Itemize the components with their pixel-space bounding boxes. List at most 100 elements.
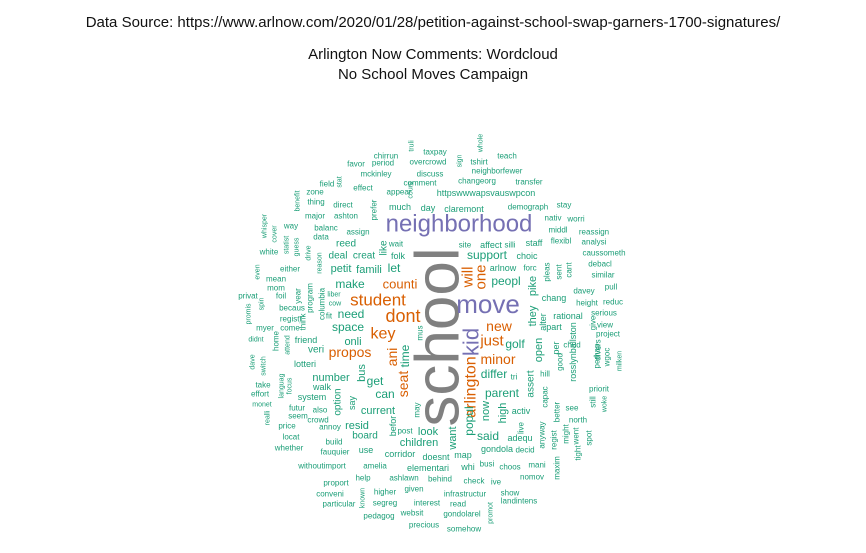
word-bus: bus (356, 364, 368, 382)
word-tshirt: tshirt (470, 158, 488, 167)
word-effect: effect (353, 184, 373, 193)
word-segreg: segreg (373, 499, 397, 508)
word-propos: propos (329, 344, 372, 360)
word-major: major (305, 212, 325, 221)
word-data: data (313, 233, 329, 242)
word-wait: wait (388, 240, 404, 249)
word-see: see (566, 404, 579, 413)
word-help: help (355, 474, 371, 483)
word-rosslynballston: rosslynballston (568, 322, 578, 382)
word-period: period (372, 159, 394, 168)
word-doesnt: doesnt (422, 452, 450, 462)
word-overcrowd: overcrowd (410, 158, 447, 167)
word-maxim: maxim (553, 456, 562, 480)
word-dont: dont (385, 306, 420, 326)
word-parent: parent (485, 386, 520, 400)
word-popul: popul (462, 406, 476, 435)
word-move: move (456, 289, 520, 319)
word-reduc: reduc (603, 298, 623, 307)
word-field: field (320, 180, 335, 189)
data-source-caption: Data Source: https://www.arlnow.com/2020… (85, 14, 781, 31)
word-time: time (398, 344, 412, 367)
word-use: use (359, 445, 374, 455)
word-they: they (527, 305, 539, 326)
word-higher: higher (374, 488, 397, 497)
word-becaus: becaus (279, 304, 305, 313)
word-ani: ani (384, 348, 400, 367)
word-favor: favor (347, 160, 365, 169)
word-dave: dave (250, 354, 257, 369)
word-nativ: nativ (545, 214, 562, 223)
word-locat: locat (283, 433, 301, 442)
word-nomov: nomov (520, 473, 544, 482)
word-walk: walk (312, 382, 332, 392)
word-new: new (486, 318, 513, 334)
word-futur: futur (289, 404, 305, 413)
word-counti: counti (383, 277, 418, 292)
word-silli: silli (504, 241, 515, 250)
word-gondola: gondola (481, 444, 513, 454)
word-corridor: corridor (385, 449, 416, 459)
word-project: project (596, 330, 621, 339)
word-creat: creat (353, 251, 375, 262)
word-check: check (464, 477, 486, 486)
word-somehow: somehow (447, 525, 481, 534)
word-decid: decid (515, 446, 534, 455)
word-build: build (326, 438, 343, 447)
word-perhap: perhap (593, 343, 602, 368)
word-also: also (313, 406, 328, 415)
word-post: post (397, 427, 413, 436)
word-known: known (360, 488, 367, 508)
word-tri: tri (511, 373, 518, 382)
word-part: part (546, 322, 562, 332)
word-veri: veri (308, 345, 324, 356)
word-choic: choic (516, 251, 538, 261)
word-wgoc: wgoc (603, 348, 612, 368)
word-now: now (480, 401, 492, 421)
word-arlnow: arlnow (490, 263, 517, 273)
word-effort: effort (251, 390, 270, 399)
word-lotteri: lotteri (294, 359, 316, 369)
word-white: white (259, 248, 279, 257)
word-busi: busi (480, 460, 495, 469)
word-pedagog: pedagog (363, 512, 394, 521)
word-fauquier: fauquier (321, 448, 350, 457)
word-davey: davey (573, 287, 594, 296)
word-seat: seat (395, 371, 411, 398)
word-golf: golf (505, 337, 525, 351)
word-petit: petit (331, 263, 352, 275)
word-activ: activ (512, 406, 531, 416)
word-cow: cow (329, 301, 342, 308)
word-proport: proport (323, 479, 349, 488)
word-mus: mus (416, 325, 425, 340)
word-zone: zone (306, 188, 324, 197)
word-priorit: priorit (589, 385, 610, 394)
word-seem: seem (288, 412, 308, 421)
word-annoy: annoy (319, 423, 341, 432)
word-take: take (255, 381, 271, 390)
word-woke: woke (602, 396, 609, 413)
word-columbia: columbia (318, 287, 327, 320)
word-httpswwwapsvauswpcon: httpswwwapsvauswpcon (437, 188, 536, 198)
word-will: will (460, 267, 477, 289)
word-price: price (278, 422, 296, 431)
word-worri: worri (566, 215, 585, 224)
word-high: high (497, 403, 509, 424)
word-support: support (467, 248, 508, 262)
word-rational: rational (553, 311, 583, 321)
word-get: get (367, 374, 384, 388)
word-onli: onli (344, 336, 361, 348)
word-system: system (298, 392, 327, 402)
word-divers: divers (594, 339, 603, 360)
word-mom: mom (267, 284, 285, 293)
word-ashlawn: ashlawn (389, 474, 418, 483)
word-read: read (450, 500, 466, 509)
word-withoutimport: withoutimport (297, 462, 346, 471)
word-map: map (454, 450, 472, 460)
word-even: even (255, 264, 262, 279)
word-interest: interest (414, 499, 441, 508)
word-given: given (404, 485, 423, 494)
word-pull: pull (605, 283, 618, 292)
word-cover: cover (272, 225, 279, 243)
word-chirrun: chirrun (374, 152, 398, 161)
